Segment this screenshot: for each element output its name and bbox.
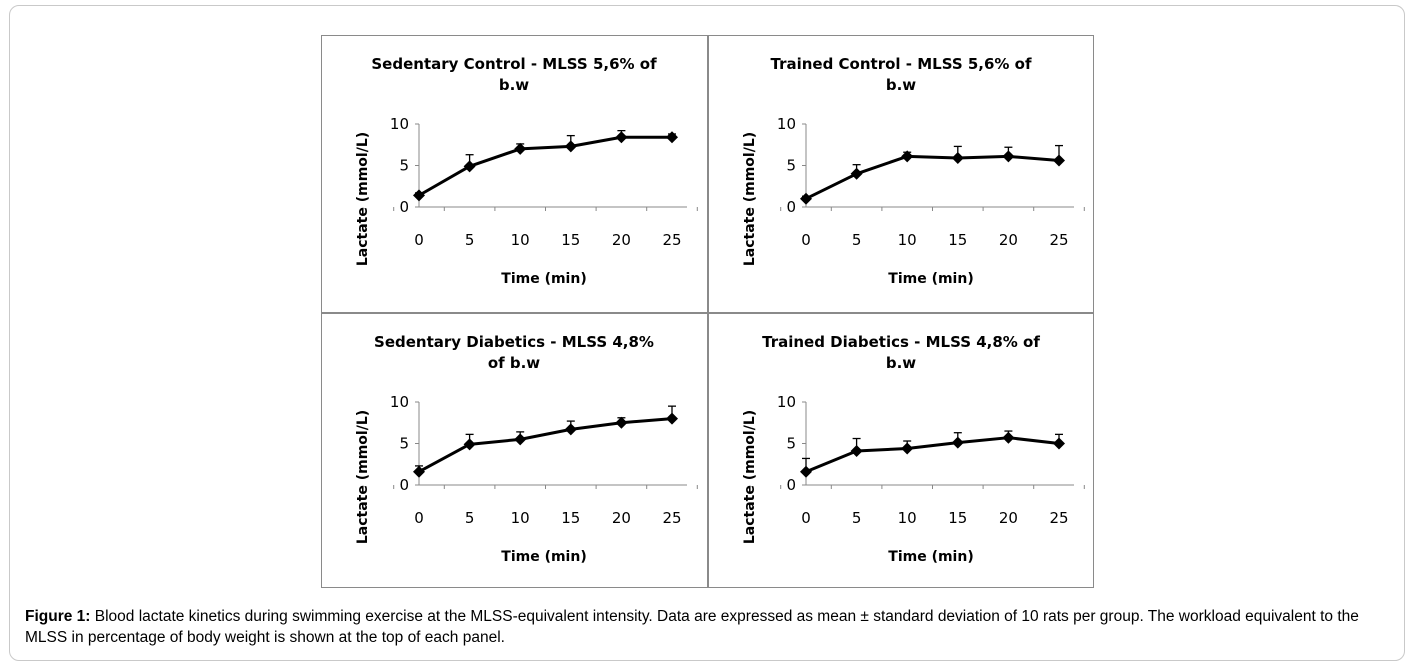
x-tick-label: 0 — [801, 231, 811, 249]
x-axis-label: Time (min) — [888, 549, 973, 565]
series-line — [418, 135, 672, 197]
data-point — [463, 438, 476, 451]
data-point — [1053, 437, 1065, 450]
data-point — [564, 423, 577, 436]
chart-title-line: Trained Control - MLSS 5,6% of — [770, 55, 1032, 73]
x-tick-label: 10 — [511, 509, 530, 527]
x-tick-label: 10 — [511, 231, 530, 249]
panel-divider-vertical — [707, 36, 709, 587]
data-point — [564, 140, 577, 153]
chart-title-line: b.w — [886, 354, 916, 372]
data-point — [615, 416, 628, 429]
x-tick-label: 5 — [465, 509, 475, 527]
x-tick-label: 20 — [612, 509, 631, 527]
data-point — [800, 192, 812, 205]
x-axis-label: Time (min) — [501, 271, 586, 287]
chart-title-line: b.w — [499, 76, 529, 94]
figure-caption-label: Figure 1: — [25, 608, 91, 625]
x-tick-label: 25 — [1049, 231, 1068, 249]
chart-trained-control: Trained Control - MLSS 5,6% of b.w 0 5 10 0 5 1… — [742, 55, 1085, 287]
x-tick-label: 5 — [852, 509, 862, 527]
y-tick-label: 5 — [786, 157, 796, 175]
data-point — [951, 436, 964, 449]
y-tick-label: 5 — [786, 435, 796, 453]
x-tick-label: 0 — [801, 509, 811, 527]
x-tick-label: 20 — [999, 509, 1018, 527]
x-axis-label: Time (min) — [888, 271, 973, 287]
chart-title-line: Sedentary Diabetics - MLSS 4,8% — [374, 333, 654, 351]
y-axis-label: Lactate (mmol/L) — [742, 410, 758, 544]
data-point — [514, 433, 527, 446]
chart-sedentary-diabetics: Sedentary Diabetics - MLSS 4,8% of b.w 0 5 1… — [355, 333, 698, 565]
data-point — [1002, 431, 1015, 444]
data-point — [666, 412, 678, 425]
data-point — [413, 465, 425, 478]
data-point — [666, 131, 678, 144]
y-tick-label: 0 — [786, 476, 796, 494]
data-point — [901, 442, 914, 455]
y-tick-label: 0 — [399, 198, 409, 216]
y-axis-label: Lactate (mmol/L) — [742, 132, 758, 266]
data-point — [951, 152, 964, 165]
figure-panel-grid: Sedentary Control - MLSS 5,6% of b.w 0 5 10 0… — [321, 35, 1094, 588]
x-tick-label: 25 — [662, 509, 681, 527]
chart-title-line: Sedentary Control - MLSS 5,6% of — [371, 55, 657, 73]
data-point — [413, 189, 425, 202]
chart-sedentary-control: Sedentary Control - MLSS 5,6% of b.w 0 5 10 0… — [355, 55, 698, 287]
data-point — [850, 167, 863, 180]
y-tick-label: 5 — [399, 435, 409, 453]
y-tick-label: 5 — [399, 157, 409, 175]
data-point — [1053, 154, 1065, 167]
data-point — [514, 142, 527, 155]
y-axis-label: Lactate (mmol/L) — [355, 410, 371, 544]
x-tick-label: 20 — [612, 231, 631, 249]
data-point — [850, 444, 863, 457]
data-point — [463, 160, 476, 173]
x-tick-label: 25 — [1049, 509, 1068, 527]
x-tick-label: 15 — [948, 231, 967, 249]
panel-divider-horizontal — [322, 312, 1093, 314]
series-line — [418, 417, 673, 474]
x-tick-label: 15 — [561, 509, 580, 527]
series-line — [805, 154, 1060, 201]
y-tick-label: 10 — [777, 115, 796, 133]
x-tick-label: 0 — [414, 231, 424, 249]
chart-title-line: of b.w — [488, 354, 540, 372]
y-tick-label: 10 — [390, 393, 409, 411]
x-tick-label: 0 — [414, 509, 424, 527]
x-tick-label: 5 — [852, 231, 862, 249]
x-tick-label: 25 — [662, 231, 681, 249]
x-tick-label: 15 — [561, 231, 580, 249]
figure-caption: Figure 1: Blood lactate kinetics during … — [25, 606, 1395, 648]
x-tick-label: 10 — [898, 509, 917, 527]
y-tick-label: 0 — [399, 476, 409, 494]
x-axis-label: Time (min) — [501, 549, 586, 565]
x-tick-label: 15 — [948, 509, 967, 527]
y-tick-label: 0 — [786, 198, 796, 216]
data-point — [800, 465, 812, 478]
figure-caption-text: Blood lactate kinetics during swimming e… — [25, 608, 1359, 646]
chart-title-line: b.w — [886, 76, 916, 94]
y-tick-label: 10 — [777, 393, 796, 411]
y-tick-label: 10 — [390, 115, 409, 133]
data-point — [615, 131, 628, 144]
chart-trained-diabetics: Trained Diabetics - MLSS 4,8% of b.w 0 5 10 0… — [742, 333, 1085, 565]
y-axis-label: Lactate (mmol/L) — [355, 132, 371, 266]
data-point — [901, 150, 914, 163]
data-point — [1002, 150, 1015, 163]
x-tick-label: 10 — [898, 231, 917, 249]
chart-title-line: Trained Diabetics - MLSS 4,8% of — [762, 333, 1040, 351]
x-tick-label: 5 — [465, 231, 475, 249]
x-tick-label: 20 — [999, 231, 1018, 249]
series-line — [805, 436, 1060, 474]
